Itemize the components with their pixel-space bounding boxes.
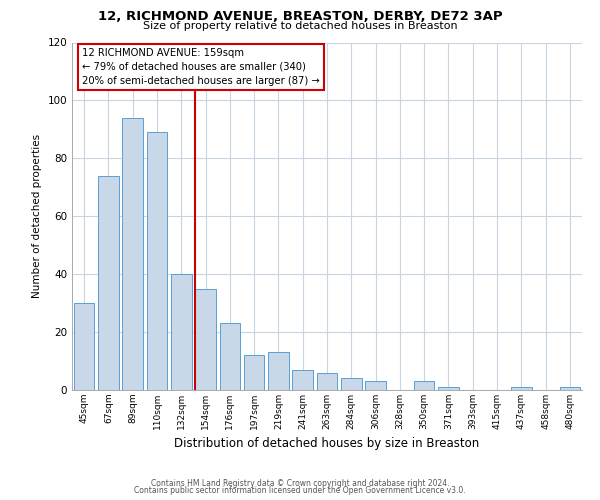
Bar — [365, 382, 386, 390]
Bar — [268, 352, 289, 390]
Bar — [122, 118, 143, 390]
Bar — [220, 324, 240, 390]
Text: 12 RICHMOND AVENUE: 159sqm
← 79% of detached houses are smaller (340)
20% of sem: 12 RICHMOND AVENUE: 159sqm ← 79% of deta… — [82, 48, 320, 86]
Text: Contains HM Land Registry data © Crown copyright and database right 2024.: Contains HM Land Registry data © Crown c… — [151, 478, 449, 488]
Y-axis label: Number of detached properties: Number of detached properties — [32, 134, 42, 298]
Text: Contains public sector information licensed under the Open Government Licence v3: Contains public sector information licen… — [134, 486, 466, 495]
X-axis label: Distribution of detached houses by size in Breaston: Distribution of detached houses by size … — [175, 438, 479, 450]
Bar — [341, 378, 362, 390]
Bar — [511, 387, 532, 390]
Bar — [146, 132, 167, 390]
Bar — [414, 382, 434, 390]
Bar — [560, 387, 580, 390]
Bar — [244, 355, 265, 390]
Text: 12, RICHMOND AVENUE, BREASTON, DERBY, DE72 3AP: 12, RICHMOND AVENUE, BREASTON, DERBY, DE… — [98, 10, 502, 23]
Bar — [195, 288, 216, 390]
Bar — [74, 303, 94, 390]
Bar — [292, 370, 313, 390]
Bar — [438, 387, 459, 390]
Bar — [171, 274, 191, 390]
Bar — [317, 372, 337, 390]
Bar — [98, 176, 119, 390]
Text: Size of property relative to detached houses in Breaston: Size of property relative to detached ho… — [143, 21, 457, 31]
